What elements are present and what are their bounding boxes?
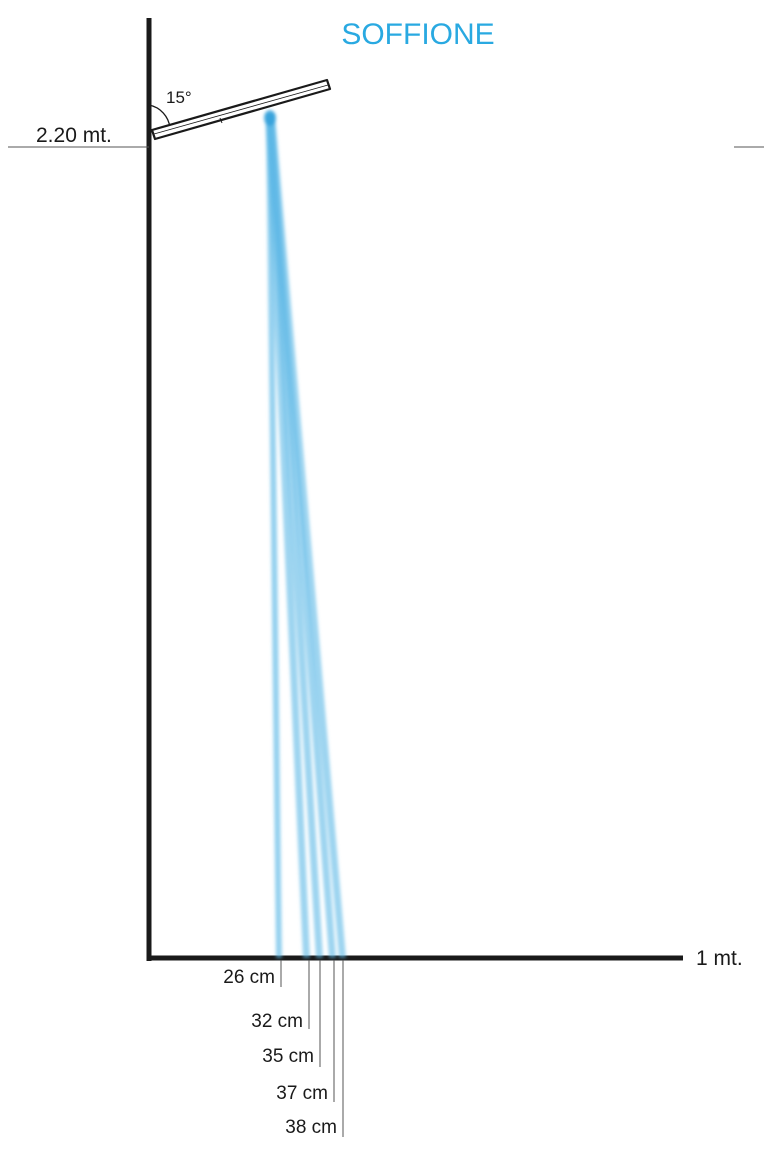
spray-origin [264, 110, 276, 126]
height-label: 2.20 mt. [36, 124, 112, 147]
spray-beam-32cm [265, 113, 310, 958]
angle-arc [148, 104, 171, 129]
spray-beam-26cm [266, 113, 282, 958]
measurement-label-32cm: 32 cm [251, 1011, 303, 1032]
spray-beam-37cm [266, 113, 336, 958]
measurement-ticks [280, 960, 344, 1137]
angle-label: 15° [166, 88, 192, 107]
shower-head [150, 78, 332, 141]
measurement-label-35cm: 35 cm [262, 1046, 314, 1067]
measurement-label-37cm: 37 cm [276, 1083, 328, 1104]
measurement-label-38cm: 38 cm [285, 1117, 337, 1138]
measurement-label-26cm: 26 cm [223, 967, 275, 988]
spray-beam-38cm [266, 113, 346, 958]
spray-beam-35cm [266, 113, 323, 958]
floor-length-label: 1 mt. [696, 947, 743, 970]
spray-beams [264, 110, 346, 958]
diagram-title: SOFFIONE [341, 18, 494, 51]
